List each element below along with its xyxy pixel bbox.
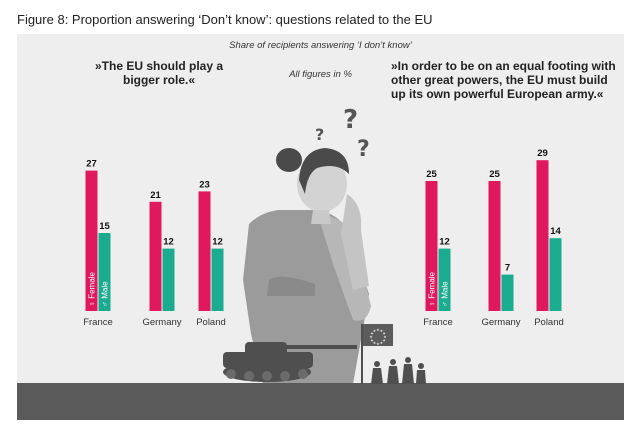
data-label: 29 xyxy=(537,148,548,159)
legend-male: ♂ Male xyxy=(101,281,110,307)
chart-panel: Share of recipients answering ‘I don’t k… xyxy=(17,34,624,420)
data-label: 12 xyxy=(439,237,450,248)
category-label: Poland xyxy=(534,317,564,328)
category-label: Germany xyxy=(142,317,181,328)
left-chart-title: »The EU should play a bigger role.« xyxy=(89,59,229,87)
flag-star-icon: ★ xyxy=(380,329,384,333)
bar-male-germany xyxy=(501,274,514,311)
flag-star-icon: ★ xyxy=(376,328,380,332)
bar-male-germany xyxy=(162,248,175,311)
data-label: 14 xyxy=(550,226,561,237)
figure-title: Figure 8: Proportion answering ‘Don’t kn… xyxy=(17,12,433,27)
flag-star-icon: ★ xyxy=(369,335,373,339)
right-chart-title-line: up its own powerful European army.« xyxy=(391,87,604,101)
data-label: 25 xyxy=(426,169,437,180)
chart-subtitle: Share of recipients answering ‘I don’t k… xyxy=(229,40,412,51)
ground-strip xyxy=(17,383,624,420)
flag-star-icon: ★ xyxy=(370,332,374,336)
bar-female-germany xyxy=(149,201,162,311)
category-label: France xyxy=(423,317,453,328)
left-chart-title-line: bigger role.« xyxy=(122,73,196,87)
question-marks-icon: ? ? ? xyxy=(315,105,370,162)
bar-female-poland xyxy=(536,160,549,311)
data-label: 15 xyxy=(99,221,110,232)
bar-female-poland xyxy=(198,191,211,311)
question-mark-icon: ? xyxy=(343,105,358,135)
data-label: 21 xyxy=(150,190,161,201)
bar-male-france xyxy=(98,233,111,311)
legend-male: ♂ Male xyxy=(441,281,450,307)
bar-male-france xyxy=(438,248,451,311)
bar-charts: 27 ♀ Female 15 ♂ Male France 21 12 Germany 23 12 P… xyxy=(83,148,564,328)
flag-star-icon: ★ xyxy=(382,339,386,343)
bar-female-france xyxy=(85,170,98,311)
data-label: 25 xyxy=(489,169,500,180)
bar-male-poland xyxy=(211,248,224,311)
category-label: Poland xyxy=(196,317,226,328)
units-note: All figures in % xyxy=(289,69,352,80)
flag-star-icon: ★ xyxy=(380,341,384,345)
data-label: 12 xyxy=(163,237,174,248)
bar-female-germany xyxy=(488,181,501,311)
bar-male-poland xyxy=(549,238,562,311)
soldiers-icon xyxy=(371,357,426,384)
flag-star-icon: ★ xyxy=(373,329,377,333)
chart-canvas: ? ? ? ★★★★★★★★★ ★ ★★ xyxy=(17,105,624,420)
eu-flag-icon: ★★★★★★★★★ ★ ★★ xyxy=(361,324,393,384)
data-label: 12 xyxy=(212,237,223,248)
right-chart-title: »In order to be on an equal footing with… xyxy=(391,59,616,101)
category-label: France xyxy=(83,317,113,328)
legend-female: ♀ Female xyxy=(88,272,97,307)
left-chart-title-line: »The EU should play a xyxy=(94,59,224,73)
flag-star-icon: ★ xyxy=(370,339,374,343)
thinking-woman-illustration xyxy=(243,148,371,384)
flag-star-icon: ★ xyxy=(383,335,387,339)
bar-female-france xyxy=(425,181,438,311)
right-chart-title-line: »In order to be on an equal footing with xyxy=(391,59,616,73)
flag-star-icon: ★ xyxy=(373,341,377,345)
question-mark-icon: ? xyxy=(357,137,370,162)
data-label: 27 xyxy=(86,159,97,170)
data-label: 23 xyxy=(199,179,210,190)
right-chart-title-line: other great powers, the EU must build xyxy=(391,73,608,87)
category-label: Germany xyxy=(481,317,520,328)
data-label: 7 xyxy=(505,263,510,274)
flag-star-icon: ★ xyxy=(376,342,380,346)
tank-icon xyxy=(223,342,357,382)
flag-star-icon: ★ xyxy=(382,332,386,336)
legend-female: ♀ Female xyxy=(428,272,437,307)
question-mark-icon: ? xyxy=(315,125,324,144)
